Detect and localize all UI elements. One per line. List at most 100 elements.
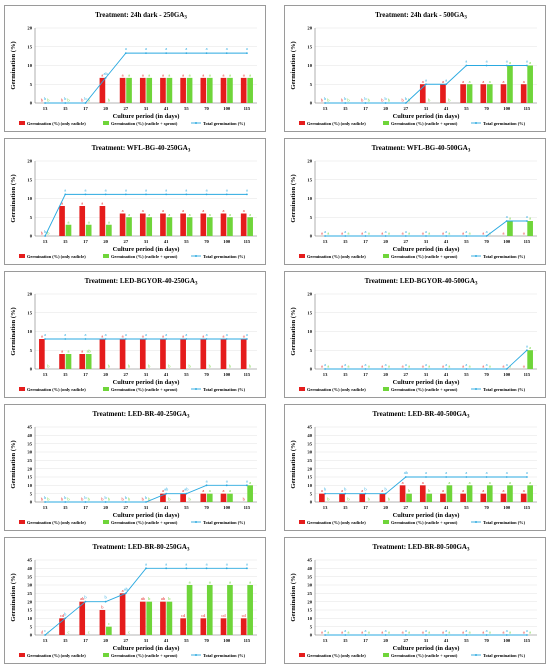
y-tick-label: 30 (27, 450, 32, 455)
label-sprout: b (188, 364, 191, 369)
legend-label-sprout: Germination (%) (radicle + sprout) (111, 387, 178, 392)
point-total (205, 338, 208, 340)
legend-swatch-radicle (19, 121, 25, 125)
bar-radicle (79, 206, 86, 236)
label-sprout: ab (87, 349, 92, 354)
x-tick-label: 70 (204, 505, 209, 510)
label-radicle: b (61, 98, 64, 103)
legend-label-sprout: Germination (%) (radicle + sprout) (111, 653, 178, 658)
label-sprout: b (388, 98, 391, 103)
x-tick-label: 70 (484, 638, 489, 643)
label-total: a (506, 628, 508, 633)
label-sprout: a (368, 364, 370, 369)
label-sprout: b (47, 364, 50, 369)
x-tick-label: 15 (343, 239, 348, 244)
point-total (485, 235, 488, 237)
point-total (324, 102, 326, 104)
legend-label-radicle: Germination (%) (only radicle) (27, 387, 86, 392)
y-tick-label: 20 (27, 26, 32, 31)
legend-label-sprout: Germination (%) (radicle + sprout) (391, 121, 458, 126)
label-radicle: a (523, 630, 525, 635)
bar-radicle (359, 493, 366, 502)
label-sprout: b (47, 231, 50, 236)
chart-title: Treatment: 24h dark - 500GA3 (375, 11, 467, 21)
bar-sprout (166, 601, 173, 635)
x-tick-label: 55 (464, 505, 469, 510)
bar-sprout (507, 221, 513, 236)
bar-sprout (486, 84, 493, 103)
label-total: b (44, 229, 47, 234)
legend-label-total: Total germination (%) (203, 254, 246, 259)
label-sprout: c (108, 621, 110, 626)
bar-radicle (200, 339, 207, 369)
label-total: a (526, 628, 528, 633)
legend-label-radicle: Germination (%) (only radicle) (27, 653, 86, 658)
label-sprout: b (347, 98, 350, 103)
label-total: a (165, 332, 167, 337)
legend-swatch-radicle (19, 520, 25, 524)
label-radicle: a (442, 231, 444, 236)
label-radicle: a (182, 208, 184, 213)
y-tick-label: 10 (307, 329, 312, 334)
label-sprout: a (249, 580, 251, 585)
bar-radicle (399, 485, 406, 502)
bar-sprout (65, 354, 72, 369)
x-tick-label: 55 (184, 372, 189, 377)
point-total (246, 193, 248, 196)
bar-sprout (126, 217, 132, 236)
label-radicle: a (202, 208, 204, 213)
point-total (526, 476, 528, 478)
legend-swatch-radicle (299, 121, 305, 125)
label-radicle: a (321, 488, 323, 493)
chart-8: Treatment: LED-BR-40-500GA3 0 5 10 15 20 25 30 3… (290, 410, 537, 525)
label-radicle: b (243, 497, 246, 502)
legend: Germination (%) (only radicle) Germinatio… (299, 121, 526, 126)
x-tick-label: 31 (144, 372, 149, 377)
label-radicle: a (321, 630, 323, 635)
y-tick-label: 5 (30, 215, 33, 220)
label-radicle: a (503, 79, 505, 84)
label-sprout: a (509, 60, 511, 65)
legend-swatch-radicle (299, 653, 305, 657)
point-total (465, 64, 468, 67)
label-radicle: a (223, 334, 225, 339)
label-sprout: a (469, 364, 471, 369)
y-tick-label: 20 (307, 466, 312, 471)
label-total: a (405, 362, 407, 367)
label-radicle: b (101, 497, 104, 502)
x-tick-label: 20 (383, 638, 388, 643)
y-tick-label: 45 (27, 558, 32, 563)
x-tick-label: 70 (484, 505, 489, 510)
point-total (145, 567, 147, 570)
label-total: a (364, 229, 366, 234)
x-axis-label: Culture period (in days) (393, 512, 460, 519)
y-tick-label: 15 (27, 608, 32, 613)
label-radicle: b (361, 98, 364, 103)
point-total (225, 193, 228, 196)
y-tick-label: 0 (310, 633, 313, 638)
chart-title: Treatment: LED-BGYOR-40-250GA3 (85, 277, 198, 287)
legend-marker-total (195, 521, 197, 523)
y-tick-label: 30 (27, 583, 32, 588)
bar-sprout (206, 585, 213, 635)
x-tick-label: 15 (343, 106, 348, 111)
point-total (64, 102, 67, 104)
label-sprout: b (168, 364, 171, 369)
y-axis-label: Germination (%) (290, 307, 297, 355)
label-sprout: b (448, 98, 451, 103)
x-axis-label: Culture period (in days) (393, 246, 460, 253)
bar-radicle (160, 601, 166, 635)
label-radicle: b (401, 98, 404, 103)
x-axis-label: Culture period (in days) (113, 246, 180, 253)
label-sprout: a (408, 231, 410, 236)
chart-2: Treatment: 24h dark - 500GA3 0 5 10 15 20 Germ… (290, 11, 537, 126)
bar-radicle (460, 493, 466, 502)
point-total (246, 338, 248, 340)
x-tick-label: 41 (444, 505, 449, 510)
label-sprout: a (88, 219, 90, 224)
x-tick-label: 41 (164, 505, 169, 510)
label-total: b (324, 487, 327, 492)
point-total (246, 484, 248, 487)
x-tick-label: 31 (144, 106, 149, 111)
bar-sprout (186, 77, 193, 103)
